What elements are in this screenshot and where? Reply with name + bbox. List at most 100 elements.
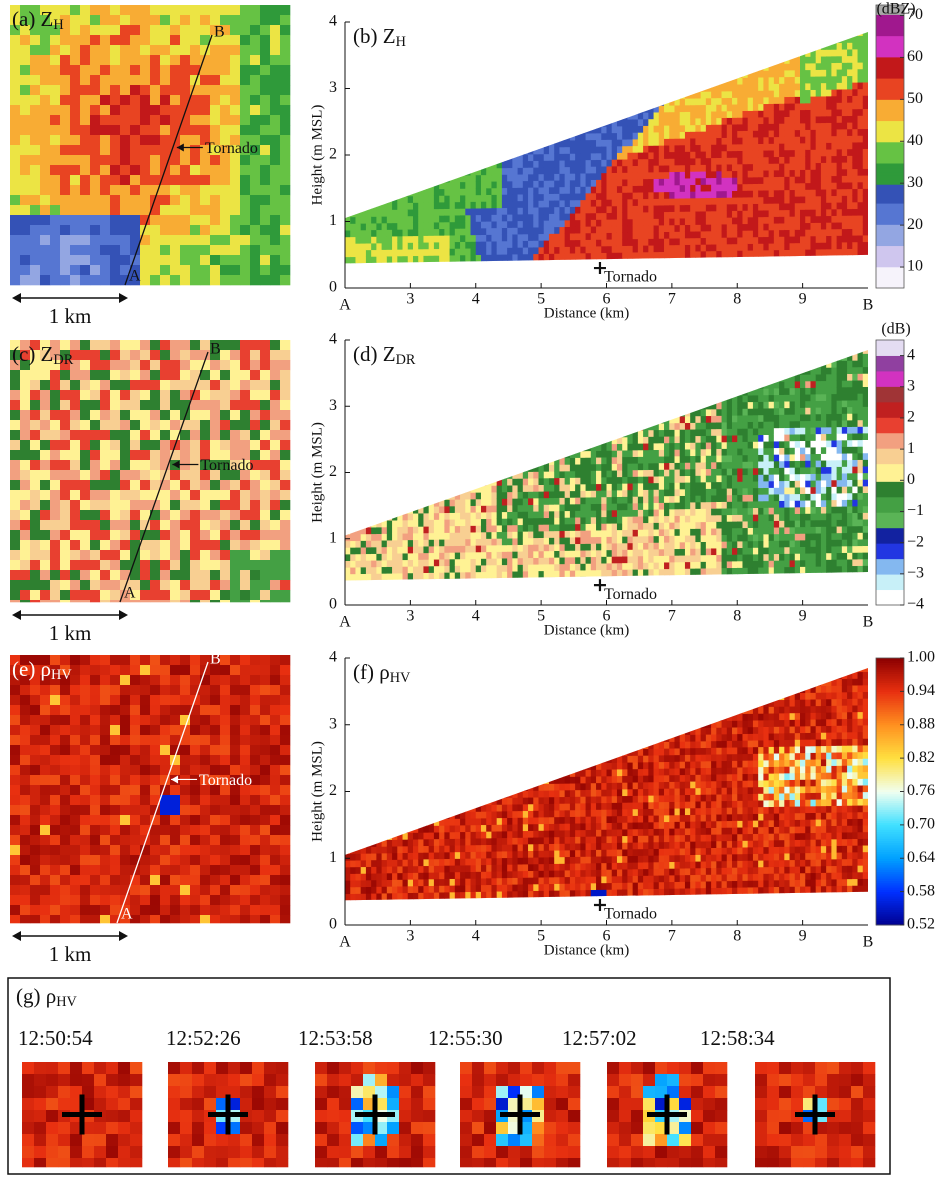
- radar-cell: [423, 546, 429, 553]
- radar-cell: [250, 745, 260, 755]
- radar-cell: [160, 275, 170, 285]
- radar-cell: [280, 115, 290, 125]
- radar-cell: [397, 533, 403, 540]
- radar-cell: [800, 163, 806, 170]
- radar-cell: [790, 143, 796, 150]
- radar-cell: [260, 825, 270, 835]
- radar-cell: [795, 236, 801, 243]
- radar-cell: [533, 254, 539, 261]
- radar-cell: [727, 91, 733, 98]
- radar-cell: [280, 755, 290, 765]
- radar-cell: [130, 430, 140, 440]
- radar-cell: [40, 165, 50, 175]
- radar-cell: [70, 580, 80, 590]
- radar-cell: [100, 430, 110, 440]
- radar-cell: [240, 105, 250, 115]
- radar-cell: [722, 257, 728, 264]
- radar-cell: [80, 25, 90, 35]
- radar-cell: [842, 189, 848, 196]
- radar-cell: [512, 161, 518, 168]
- radar-cell: [664, 218, 670, 225]
- radar-cell: [190, 440, 200, 450]
- radar-cell: [10, 855, 20, 865]
- radar-cell: [497, 254, 503, 261]
- radar-cell: [230, 400, 240, 410]
- radar-cell: [753, 224, 759, 231]
- radar-cell: [423, 520, 429, 527]
- radar-cell: [100, 390, 110, 400]
- radar-cell: [565, 213, 571, 220]
- radar-cell: [795, 103, 801, 110]
- radar-cell: [130, 390, 140, 400]
- radar-cell: [795, 83, 801, 90]
- radar-cell: [230, 590, 240, 600]
- radar-cell: [674, 125, 680, 132]
- radar-cell: [130, 825, 140, 835]
- radar-cell: [648, 139, 654, 146]
- radar-cell: [643, 165, 649, 172]
- radar-cell: [110, 480, 120, 490]
- radar-cell: [60, 590, 70, 600]
- radar-cell: [669, 185, 675, 192]
- radar-cell: [821, 229, 827, 236]
- radar-cell: [100, 845, 110, 855]
- radar-cell: [403, 223, 409, 230]
- radar-cell: [150, 590, 160, 600]
- radar-cell: [607, 133, 613, 140]
- radar-cell: [413, 520, 419, 527]
- radar-cell: [160, 725, 170, 735]
- radar-cell: [230, 55, 240, 65]
- radar-cell: [280, 600, 290, 602]
- radar-cell: [90, 25, 100, 35]
- radar-cell: [140, 85, 150, 95]
- radar-cell: [130, 845, 140, 855]
- radar-cell: [230, 520, 240, 530]
- radar-cell: [140, 65, 150, 75]
- radar-cell: [664, 258, 670, 265]
- radar-cell: [722, 177, 728, 184]
- radar-cell: [821, 83, 827, 90]
- radar-cell: [858, 122, 864, 129]
- radar-cell: [722, 111, 728, 118]
- radar-cell: [481, 221, 487, 228]
- radar-cell: [837, 209, 843, 216]
- tornado-label: Tornado: [199, 772, 252, 789]
- radar-cell: [250, 245, 260, 255]
- radar-cell: [518, 194, 524, 201]
- radar-cell: [528, 227, 534, 234]
- radar-cell: [90, 785, 100, 795]
- radar-cell: [502, 241, 508, 248]
- radar-cell: [497, 174, 503, 181]
- radar-cell: [220, 400, 230, 410]
- radar-cell: [220, 380, 230, 390]
- radar-cell: [70, 225, 80, 235]
- radar-cell: [722, 251, 728, 258]
- radar-cell: [769, 117, 775, 124]
- radar-cell: [80, 350, 90, 360]
- radar-cell: [371, 263, 377, 270]
- radar-cell: [821, 103, 827, 110]
- radar-cell: [366, 527, 372, 534]
- radar-cell: [60, 735, 70, 745]
- radar-cell: [539, 174, 545, 181]
- radar-cell: [230, 25, 240, 35]
- radar-cell: [130, 45, 140, 55]
- radar-cell: [140, 460, 150, 470]
- radar-cell: [10, 580, 20, 590]
- radar-cell: [669, 225, 675, 232]
- radar-cell: [10, 45, 20, 55]
- radar-cell: [90, 460, 100, 470]
- radar-cell: [240, 440, 250, 450]
- radar-cell: [429, 209, 435, 216]
- radar-cell: [20, 370, 30, 380]
- radar-section: [345, 29, 868, 271]
- radar-cell: [627, 152, 633, 159]
- radar-cell: [795, 203, 801, 210]
- radar-cell: [800, 103, 806, 110]
- radar-cell: [544, 174, 550, 181]
- radar-cell: [220, 540, 230, 550]
- radar-cell: [160, 45, 170, 55]
- radar-cell: [190, 540, 200, 550]
- radar-cell: [444, 202, 450, 209]
- radar-cell: [270, 765, 280, 775]
